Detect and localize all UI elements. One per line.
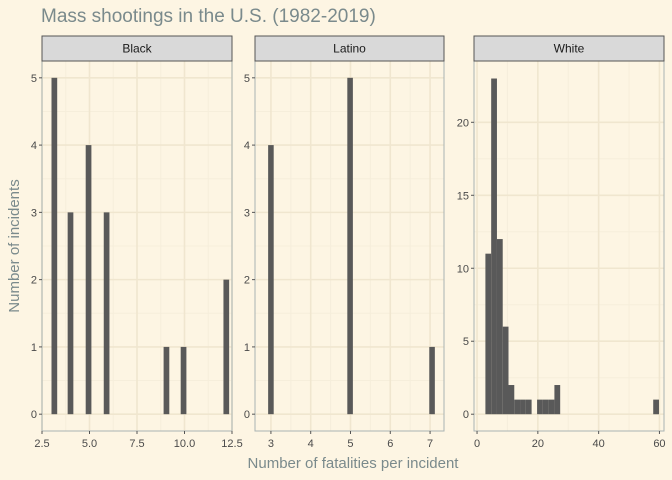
histogram-bar <box>496 239 503 415</box>
facet-strip <box>41 35 233 62</box>
y-tick-label: 20 <box>457 117 469 129</box>
x-tick-label: 7 <box>427 438 433 450</box>
y-tick-label: 15 <box>457 190 469 202</box>
y-tick-label: 4 <box>31 140 37 152</box>
y-tick-label: 1 <box>31 342 37 354</box>
histogram-bar <box>268 145 274 415</box>
x-tick-label: 10.0 <box>174 438 195 450</box>
histogram-bar <box>548 399 555 415</box>
histogram-bar <box>514 399 521 415</box>
y-axis-title: Number of incidents <box>6 179 23 312</box>
x-axis-title: Number of fatalities per incident <box>248 455 460 472</box>
histogram-bar <box>347 77 353 415</box>
x-tick-label: 12.5 <box>221 438 242 450</box>
facet-strip-label: Latino <box>333 42 366 56</box>
histogram-bar <box>520 399 526 415</box>
histogram-bar <box>537 399 543 415</box>
y-tick-label: 5 <box>31 73 37 85</box>
y-tick-label: 5 <box>463 336 469 348</box>
y-tick-label: 1 <box>244 342 250 354</box>
chart-title: Mass shootings in the U.S. (1982-2019) <box>41 6 376 27</box>
histogram-bar <box>525 399 532 415</box>
y-tick-label: 3 <box>244 207 250 219</box>
facet-strip-label: White <box>554 42 585 56</box>
x-tick-label: 3 <box>268 438 274 450</box>
histogram-bar <box>180 346 187 415</box>
facet-panel: White 0 5 10 15 20 0 20 40 60 <box>457 35 666 450</box>
histogram-bar <box>554 385 561 415</box>
histogram-bar <box>491 78 497 415</box>
x-tick-label: 5 <box>347 438 353 450</box>
histogram-bar <box>485 253 492 415</box>
y-tick-label: 2 <box>31 275 37 287</box>
y-tick-label: 0 <box>31 409 37 421</box>
histogram-bar <box>542 399 549 415</box>
histogram-bar <box>653 399 659 415</box>
facet-strip <box>473 35 665 62</box>
histogram-bar <box>508 385 515 415</box>
x-tick-label: 2.5 <box>34 438 49 450</box>
histogram-bar <box>429 346 435 415</box>
histogram-bar <box>163 346 170 415</box>
y-tick-label: 5 <box>244 73 250 85</box>
x-tick-label: 4 <box>308 438 314 450</box>
x-tick-label: 60 <box>653 438 665 450</box>
x-tick-label: 20 <box>532 438 544 450</box>
facet-panels: Black 0 1 2 3 4 5 2.5 5.0 7.5 10.0 12.5 Latino 0 1 2 3 4 5… <box>31 35 666 450</box>
facet-strip <box>254 35 445 62</box>
y-tick-label: 0 <box>244 409 250 421</box>
x-tick-label: 6 <box>387 438 393 450</box>
facet-panel: Black 0 1 2 3 4 5 2.5 5.0 7.5 10.0 12.5 <box>31 35 243 450</box>
histogram-bar <box>223 279 230 415</box>
facet-strip-label: Black <box>122 42 152 56</box>
histogram-bar <box>103 212 110 415</box>
histogram-bar <box>67 212 74 415</box>
x-tick-label: 7.5 <box>129 438 144 450</box>
x-tick-label: 5.0 <box>82 438 97 450</box>
y-tick-label: 3 <box>31 207 37 219</box>
y-tick-label: 0 <box>463 409 469 421</box>
y-tick-label: 10 <box>457 263 469 275</box>
x-tick-label: 40 <box>593 438 605 450</box>
x-tick-label: 0 <box>474 438 480 450</box>
y-tick-label: 4 <box>244 140 250 152</box>
histogram-bar <box>85 145 92 415</box>
histogram-bar <box>502 326 509 415</box>
facet-panel: Latino 0 1 2 3 4 5 3 4 5 6 7 <box>244 35 445 450</box>
y-tick-label: 2 <box>244 275 250 287</box>
histogram-bar <box>51 77 58 415</box>
